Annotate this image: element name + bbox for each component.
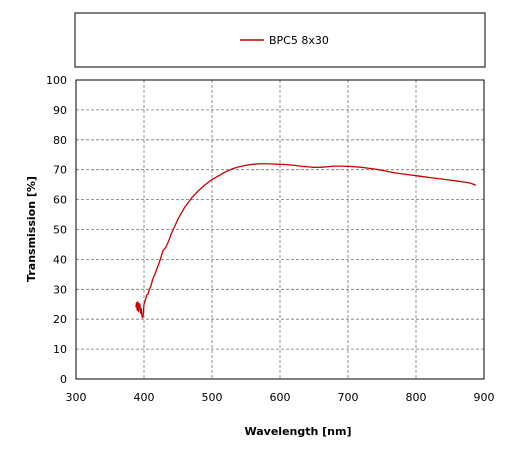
y-axis-ticks: 0 10 20 30 40 50 60 70 80 90 100 (46, 74, 67, 386)
y-tick-label: 90 (53, 104, 67, 117)
x-tick-label: 300 (66, 391, 87, 404)
y-tick-label: 10 (53, 343, 67, 356)
y-tick-label: 50 (53, 224, 67, 237)
x-tick-label: 400 (134, 391, 155, 404)
series-line-bpc5-8x30 (135, 163, 477, 319)
y-tick-label: 100 (46, 74, 67, 87)
y-tick-label: 40 (53, 253, 67, 266)
legend-label: BPC5 8x30 (269, 34, 329, 47)
legend: BPC5 8x30 (74, 12, 486, 68)
x-axis-ticks: 300 400 500 600 700 800 900 (66, 391, 495, 404)
x-tick-label: 600 (270, 391, 291, 404)
y-tick-label: 70 (53, 164, 67, 177)
y-tick-label: 60 (53, 194, 67, 207)
x-tick-label: 700 (338, 391, 359, 404)
x-tick-label: 900 (474, 391, 495, 404)
x-axis-title: Wavelength [nm] (245, 425, 352, 438)
y-axis-title: Transmission [%] (25, 176, 38, 282)
plot-frame (75, 79, 485, 380)
x-tick-label: 500 (202, 391, 223, 404)
gridlines (76, 80, 484, 379)
y-tick-label: 0 (60, 373, 67, 386)
y-tick-label: 80 (53, 134, 67, 147)
x-tick-label: 800 (406, 391, 427, 404)
y-tick-label: 30 (53, 283, 67, 296)
y-tick-label: 20 (53, 313, 67, 326)
legend-box (74, 12, 486, 68)
